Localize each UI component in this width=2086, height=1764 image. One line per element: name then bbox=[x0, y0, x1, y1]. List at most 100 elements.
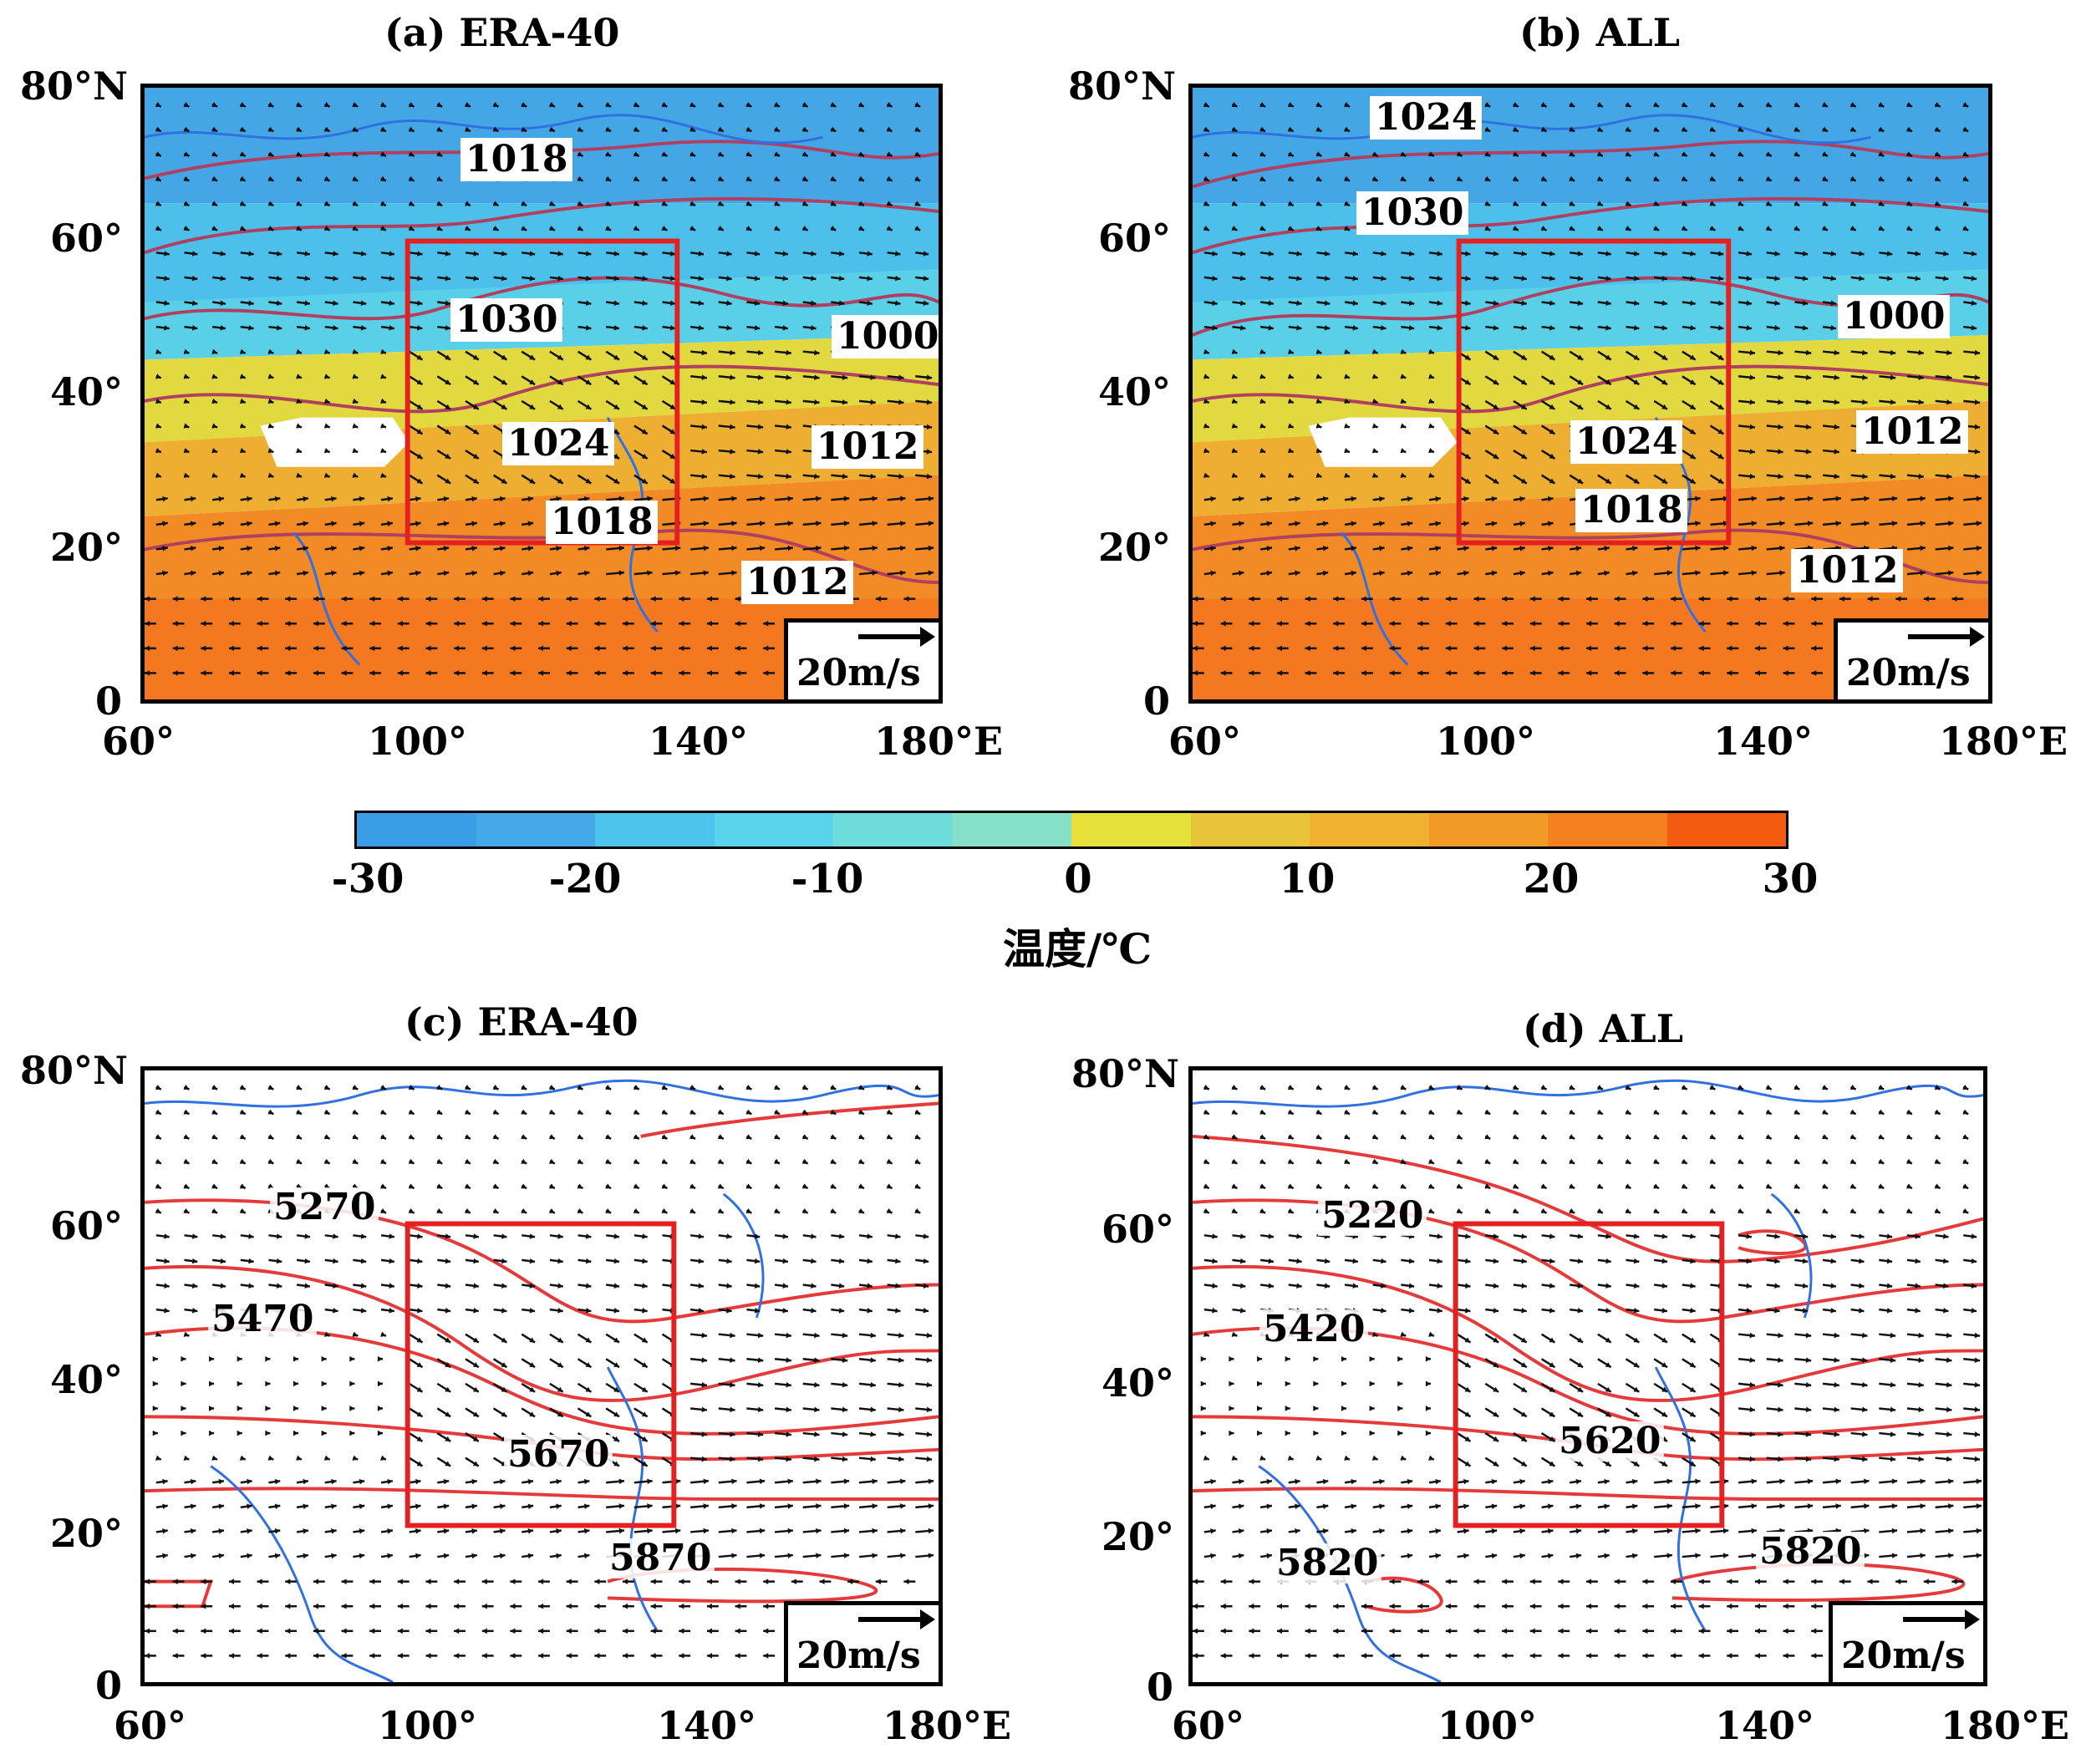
wind-arrowhead bbox=[1934, 126, 1941, 132]
wind-arrowhead bbox=[726, 251, 732, 257]
wind-arrowhead bbox=[454, 1653, 460, 1659]
wind-arrowhead bbox=[1934, 102, 1941, 107]
wind-arrowhead bbox=[1287, 398, 1294, 404]
wind-arrowhead bbox=[164, 325, 170, 331]
wind-arrowhead bbox=[220, 275, 226, 282]
wind-arrowhead bbox=[594, 620, 600, 627]
wind-arrowhead bbox=[1266, 570, 1273, 577]
wind-arrowhead bbox=[1859, 1283, 1865, 1289]
wind-arrowhead bbox=[650, 1628, 656, 1634]
wind-arrowhead bbox=[331, 570, 337, 577]
wind-arrowhead bbox=[323, 1331, 330, 1337]
wind-arrowhead bbox=[1519, 496, 1525, 502]
wind-arrowhead bbox=[352, 398, 359, 404]
wind-arrowhead bbox=[622, 620, 628, 627]
wind-arrowhead bbox=[1849, 1207, 1856, 1213]
wind-arrowhead bbox=[735, 1603, 740, 1609]
wind-arrowhead bbox=[858, 1109, 864, 1115]
wind-arrowhead bbox=[914, 225, 921, 231]
wind-arrowhead bbox=[1456, 1109, 1463, 1115]
wind-arrowhead bbox=[650, 670, 656, 676]
wind-arrowhead bbox=[1464, 1337, 1471, 1343]
wind-arrowhead bbox=[359, 1478, 365, 1485]
wind-arrowhead bbox=[1428, 1455, 1434, 1461]
wind-arrowhead bbox=[730, 473, 735, 480]
wind-arrowhead bbox=[754, 251, 761, 257]
wind-arrowhead bbox=[647, 1528, 653, 1534]
wind-arrowhead bbox=[1259, 102, 1266, 107]
wind-arrowhead bbox=[816, 1553, 822, 1558]
wind-arrowhead bbox=[527, 1553, 534, 1559]
wind-arrowhead bbox=[1400, 1183, 1407, 1189]
wind-arrowhead bbox=[274, 570, 281, 577]
wind-arrowhead bbox=[898, 1332, 904, 1339]
wind-arrowhead bbox=[380, 1158, 386, 1164]
wind-arrowhead bbox=[669, 354, 676, 360]
wind-arrowhead bbox=[1633, 1461, 1640, 1467]
wind-arrowhead bbox=[145, 1578, 150, 1584]
wind-arrowhead bbox=[1604, 570, 1610, 577]
wind-arrowhead bbox=[274, 1478, 281, 1485]
wind-arrowhead bbox=[445, 453, 451, 459]
wind-arrowhead bbox=[787, 545, 793, 552]
wind-arrowhead bbox=[1737, 225, 1744, 231]
wind-arrowhead bbox=[1891, 496, 1898, 502]
wind-arrowhead bbox=[1210, 570, 1216, 577]
wind-arrowhead bbox=[838, 251, 845, 257]
wind-arrowhead bbox=[183, 126, 190, 132]
wind-arrowhead bbox=[1520, 478, 1527, 484]
wind-arrowhead bbox=[1596, 1207, 1603, 1213]
wind-arrowhead bbox=[239, 1183, 246, 1189]
wind-arrowhead bbox=[1540, 1134, 1547, 1140]
wind-arrowhead bbox=[218, 496, 224, 502]
wind-arrowhead bbox=[321, 1406, 327, 1411]
wind-arrowhead bbox=[1259, 1085, 1266, 1090]
wind-arrowhead bbox=[1834, 424, 1839, 430]
wind-arrowhead bbox=[814, 1381, 820, 1388]
wind-arrowhead bbox=[380, 472, 386, 478]
wind-arrowhead bbox=[164, 1233, 170, 1239]
wind-arrowhead bbox=[445, 1386, 451, 1392]
wind-arrowhead bbox=[1287, 1109, 1294, 1115]
wind-arrowhead bbox=[622, 670, 628, 676]
wind-arrowhead bbox=[331, 1503, 337, 1510]
wind-arrowhead bbox=[377, 1355, 383, 1362]
wind-arrowhead bbox=[1746, 1283, 1752, 1289]
wind-arrowhead bbox=[296, 151, 303, 157]
wind-arrowhead bbox=[1577, 300, 1584, 307]
wind-arrowhead bbox=[501, 1411, 507, 1417]
wind-arrowhead bbox=[730, 1431, 735, 1437]
wind-arrowhead bbox=[1428, 348, 1434, 354]
wind-arrowhead bbox=[239, 1455, 246, 1461]
wind-arrowhead bbox=[1428, 1134, 1434, 1140]
wind-arrowhead bbox=[201, 1603, 206, 1609]
wind-arrowhead bbox=[417, 1258, 423, 1264]
panel-c-lat-60: 60° bbox=[50, 1203, 124, 1248]
wind-arrowhead bbox=[1633, 478, 1640, 484]
wind-arrowhead bbox=[689, 201, 696, 206]
wind-arrowhead bbox=[1862, 399, 1868, 405]
panel-b-lat-60: 60° bbox=[1098, 216, 1172, 261]
wind-arrowhead bbox=[145, 1603, 150, 1609]
wind-arrowhead bbox=[1765, 1134, 1772, 1140]
wind-arrowhead bbox=[191, 1233, 198, 1239]
wind-arrowhead bbox=[1352, 275, 1358, 282]
wind-arrowhead bbox=[613, 478, 620, 484]
wind-arrowhead bbox=[1633, 1308, 1640, 1314]
wind-arrowhead bbox=[369, 1628, 375, 1634]
wind-arrowhead bbox=[1437, 1283, 1442, 1289]
wind-arrowhead bbox=[1948, 545, 1954, 552]
wind-arrowhead bbox=[1238, 521, 1244, 527]
wind-arrowhead bbox=[1633, 1233, 1640, 1239]
wind-arrowhead bbox=[1749, 1332, 1755, 1339]
wind-arrowhead bbox=[445, 1233, 451, 1239]
wind-arrowhead bbox=[333, 251, 338, 257]
wind-arrowhead bbox=[923, 1258, 929, 1264]
wind-arrowhead bbox=[1778, 1332, 1783, 1339]
wind-arrowhead bbox=[1200, 1430, 1206, 1436]
wind-arrowhead bbox=[1605, 1386, 1611, 1392]
wind-arrowhead bbox=[641, 429, 648, 435]
wind-arrowhead bbox=[1389, 645, 1395, 652]
wind-arrowhead bbox=[380, 201, 386, 206]
wind-arrowhead bbox=[352, 374, 359, 379]
